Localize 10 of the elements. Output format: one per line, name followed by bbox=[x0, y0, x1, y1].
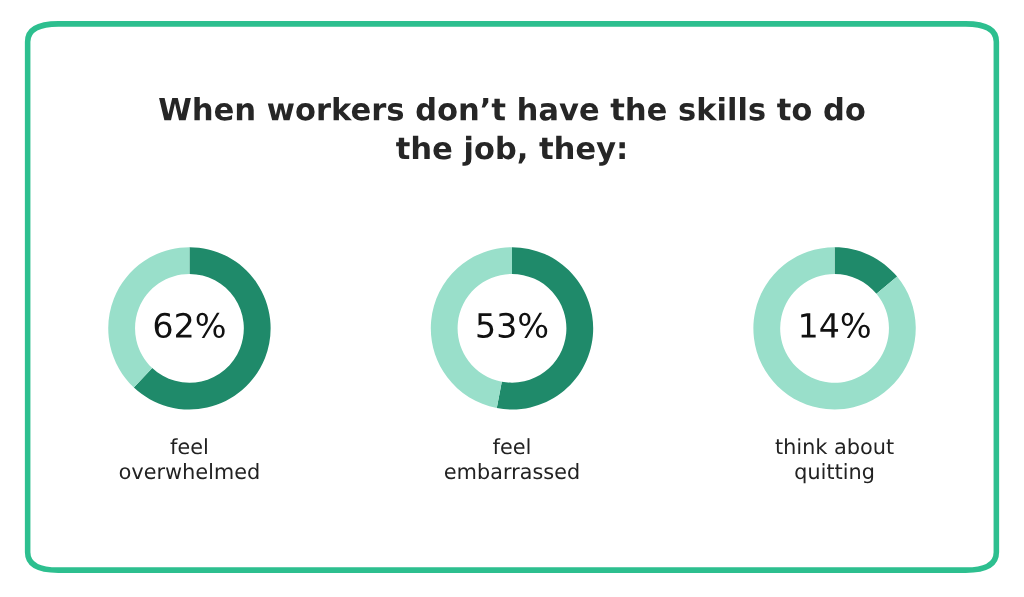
text: feel overwhelmed bbox=[119, 438, 259, 480]
text: think about quitting bbox=[775, 438, 894, 484]
text: feel embarrassed bbox=[444, 438, 579, 480]
data-label: 53% bbox=[477, 312, 548, 339]
donut-slice bbox=[753, 247, 916, 410]
donut-slice bbox=[133, 247, 271, 410]
data-label: 62% bbox=[154, 312, 225, 339]
text: When workers don’t have the skills to do the job, they: bbox=[159, 97, 865, 166]
donut-slice bbox=[834, 247, 898, 294]
data-label: 14% bbox=[801, 312, 870, 339]
